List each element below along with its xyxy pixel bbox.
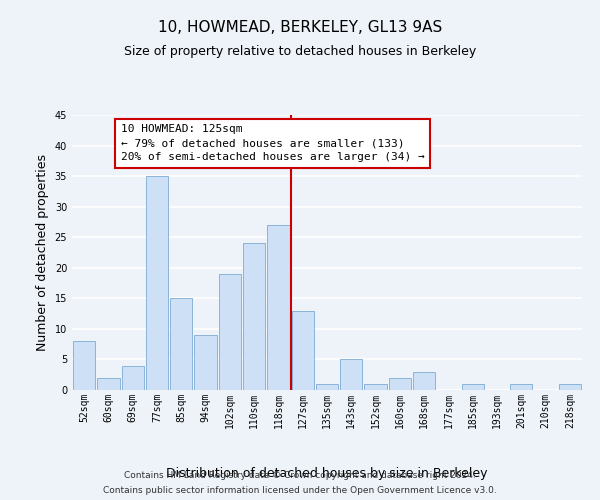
Bar <box>413 372 436 390</box>
Bar <box>292 310 314 390</box>
Bar <box>461 384 484 390</box>
Bar <box>97 378 119 390</box>
Bar <box>267 225 290 390</box>
Bar <box>122 366 144 390</box>
Bar <box>316 384 338 390</box>
Bar <box>146 176 168 390</box>
Y-axis label: Number of detached properties: Number of detached properties <box>36 154 49 351</box>
Bar <box>340 360 362 390</box>
Bar <box>559 384 581 390</box>
Bar <box>389 378 411 390</box>
Bar <box>218 274 241 390</box>
Bar <box>243 244 265 390</box>
X-axis label: Distribution of detached houses by size in Berkeley: Distribution of detached houses by size … <box>166 467 488 480</box>
Text: Contains HM Land Registry data © Crown copyright and database right 2024.: Contains HM Land Registry data © Crown c… <box>124 471 476 480</box>
Text: Size of property relative to detached houses in Berkeley: Size of property relative to detached ho… <box>124 45 476 58</box>
Bar <box>510 384 532 390</box>
Text: 10, HOWMEAD, BERKELEY, GL13 9AS: 10, HOWMEAD, BERKELEY, GL13 9AS <box>158 20 442 35</box>
Bar <box>194 335 217 390</box>
Bar <box>170 298 193 390</box>
Text: Contains public sector information licensed under the Open Government Licence v3: Contains public sector information licen… <box>103 486 497 495</box>
Bar <box>364 384 387 390</box>
Text: 10 HOWMEAD: 125sqm
← 79% of detached houses are smaller (133)
20% of semi-detach: 10 HOWMEAD: 125sqm ← 79% of detached hou… <box>121 124 424 162</box>
Bar <box>73 341 95 390</box>
